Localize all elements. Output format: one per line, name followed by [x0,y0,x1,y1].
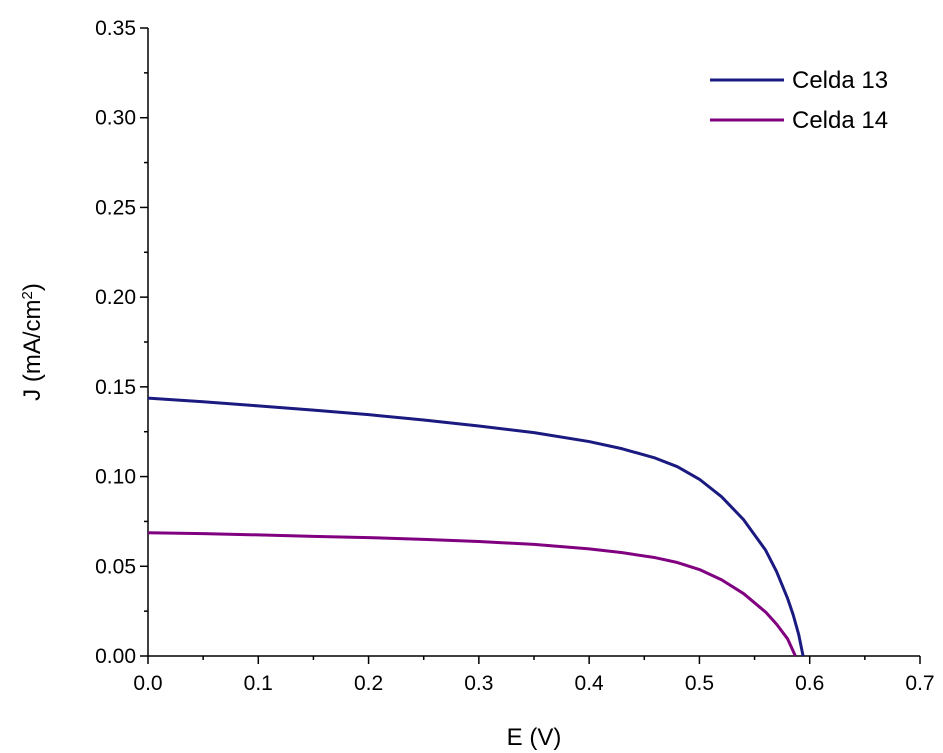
x-tick-label: 0.6 [795,672,824,695]
legend-label-2: Celda 14 [792,107,888,134]
y-axis-title: J (mA/cm2) [19,283,47,401]
x-tick-label: 0.1 [244,672,273,695]
y-tick-label: 0.35 [95,17,136,40]
series-line-1 [147,396,805,657]
y-axis-title-superscript: 2 [19,291,36,299]
legend-label-1: Celda 13 [792,67,888,94]
ticks: 0.0 0.1 0.2 0.3 0.4 0.5 0.6 0.7 0.00 0.05 0.10 0.15… [95,17,934,695]
x-tick-label: 0.2 [354,672,383,695]
y-tick-label: 0.15 [95,376,136,399]
y-tick-label: 0.20 [95,286,136,309]
y-tick-label: 0.05 [95,555,136,578]
y-tick-label: 0.25 [95,196,136,219]
y-tick-label: 0.10 [95,466,136,489]
series-lines [147,396,805,657]
x-tick-label: 0.4 [575,672,605,695]
x-tick-label: 0.0 [133,672,162,695]
y-tick-label: 0.30 [95,107,136,130]
y-axis-title-prefix: J (mA/cm [19,300,46,401]
y-axis-title-suffix: ) [19,283,46,291]
series-line-2 [147,531,797,657]
x-axis-title: E (V) [507,724,562,751]
x-tick-label: 0.3 [464,672,493,695]
x-tick-label: 0.7 [905,672,934,695]
x-tick-label: 0.5 [685,672,714,695]
y-tick-label: 0.00 [95,645,136,668]
legend: Celda 13 Celda 14 [710,67,888,134]
